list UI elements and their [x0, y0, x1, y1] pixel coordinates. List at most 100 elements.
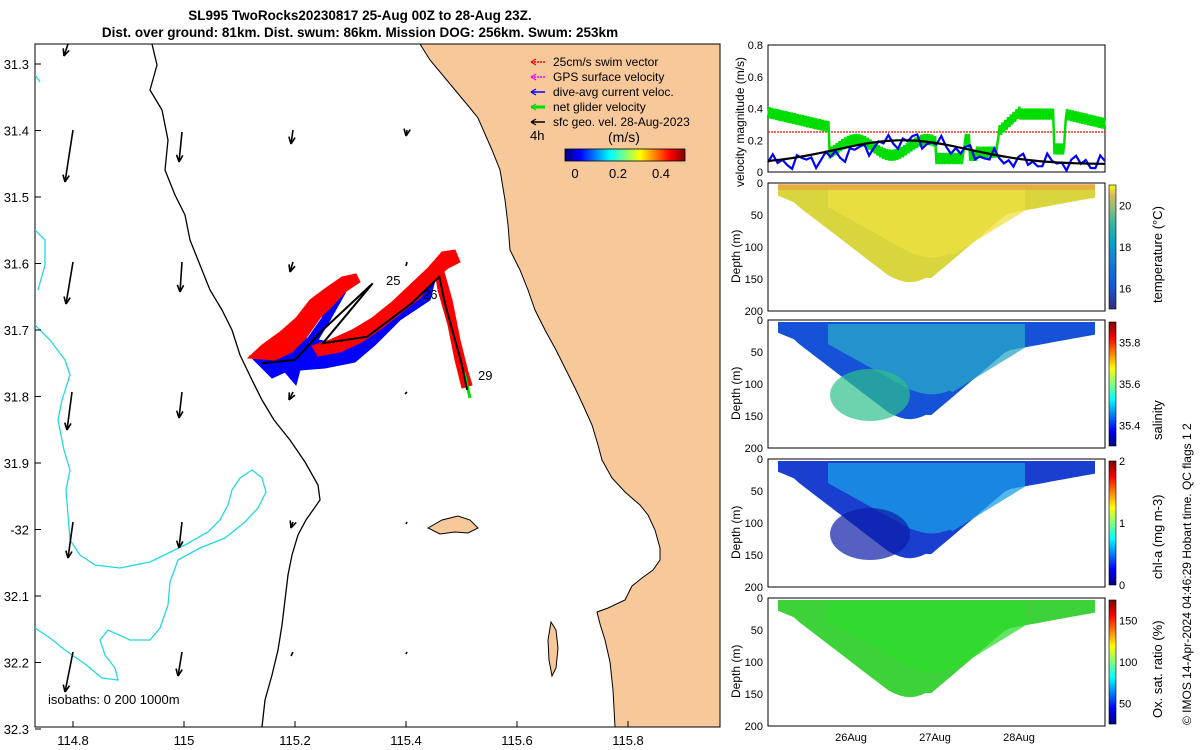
geo-arrow: [403, 128, 411, 137]
day-label-25: 25: [386, 273, 400, 288]
glider-track: [246, 249, 473, 399]
temperature-depth-tick-2: 100: [745, 242, 763, 254]
map-axes: 25 26 29 114.8 115 115.2 115.4 115.6 115.8 31…: [4, 43, 721, 748]
geo-arrow: [290, 651, 294, 657]
temperature-colorbar: [1108, 184, 1117, 310]
salinity-depth-tick-3: 150: [745, 411, 763, 423]
geo-arrow: [288, 261, 296, 273]
geo-arrow: [62, 129, 74, 183]
date-tick-2: 28Aug: [1003, 732, 1035, 744]
velocity-ylabel: velocity magnitude (m/s): [733, 57, 747, 187]
speed-cb-tick-2: 0.4: [652, 166, 670, 181]
chla-depth-tick-3: 150: [745, 550, 763, 562]
oxygen-colorbar: [1108, 599, 1117, 725]
geo-arrow: [176, 261, 185, 293]
geo-arrow: [175, 651, 183, 677]
geo-arrow: [64, 391, 73, 431]
chla-colorbar-label: chl-a (mg m-3): [1150, 494, 1165, 579]
oxygen-depth-tick-3: 150: [745, 689, 763, 701]
day-label-26: 26: [423, 287, 437, 302]
salinity-colorbar-label: salinity: [1150, 400, 1165, 440]
chla-colorbar: [1108, 460, 1117, 586]
time-step-label: 4h: [530, 128, 544, 143]
geo-arrow: [175, 391, 184, 419]
date-tick-0: 26Aug: [835, 732, 867, 744]
legend-item-3: net glider velocity: [530, 100, 646, 114]
oxygen-depth-tick-4: 200: [745, 721, 763, 733]
temperature-depth-tick-4: 200: [745, 306, 763, 318]
geo-arrow: [405, 521, 408, 525]
salinity-cb-tick-2: 35.8: [1119, 338, 1140, 350]
vel-ytick-1: 0.2: [748, 135, 763, 147]
temperature-depth-tick-0: 0: [757, 178, 763, 190]
oxygen-depth-tick-2: 100: [745, 657, 763, 669]
profile-panels: 0 0.2 0.4 0.6 0.8 velocity magnitude (m/s) 0…: [729, 40, 1165, 744]
oxygen-colorbar-label: Ox. sat. ratio (%): [1150, 620, 1165, 718]
sfc-geo-velocity-line: [767, 139, 1105, 165]
lat-tick-3: 31.6: [4, 257, 29, 272]
salinity-cb-tick-0: 35.4: [1119, 420, 1140, 432]
legend-label-1: GPS surface velocity: [553, 70, 664, 84]
salinity-colorbar: [1108, 321, 1117, 447]
oxygen-panel: 0 50 100 150 200 Depth (m) 50 100 150 Ox. sat. ra…: [729, 593, 1165, 733]
lat-tick-6: 31.9: [4, 456, 29, 471]
lat-tick-4: 31.7: [4, 323, 29, 338]
sfc-geo-velocity-arrows: [62, 44, 411, 693]
lat-tick-2: 31.5: [4, 190, 29, 205]
oxygen-cb-tick-2: 150: [1119, 616, 1137, 628]
lat-tick-8: 32.1: [4, 589, 29, 604]
isobath-200: [149, 44, 321, 727]
salinity-depth-tick-4: 200: [745, 443, 763, 455]
temperature-colorbar-label: temperature (°C): [1150, 206, 1165, 303]
geo-arrow: [405, 651, 408, 655]
vel-ytick-4: 0.8: [748, 40, 763, 52]
salinity-depth-tick-2: 100: [745, 379, 763, 391]
geo-arrow: [405, 261, 408, 267]
track-line: [261, 274, 469, 391]
chla-depth-tick-0: 0: [757, 454, 763, 466]
lon-tick-1: 115: [174, 733, 195, 748]
speed-cb-tick-0: 0: [571, 166, 578, 181]
oxygen-depth-label: Depth (m): [729, 645, 743, 698]
salinity-depth-tick-0: 0: [757, 315, 763, 327]
geo-arrow: [289, 520, 297, 529]
lat-tick-10: 32.3: [4, 722, 29, 737]
legend-label-0: 25cm/s swim vector: [553, 55, 658, 69]
geo-arrow: [288, 129, 296, 145]
lon-tick-3: 115.4: [390, 733, 422, 748]
rottnest-island: [426, 515, 479, 535]
salinity-feature: [830, 369, 910, 421]
salinity-section-core: [828, 324, 1025, 395]
chla-panel: 0 50 100 150 200 Depth (m) 0 1 2 chl-a (mg m-3): [729, 454, 1165, 594]
temperature-cb-tick-1: 18: [1119, 242, 1131, 254]
chla-feature: [830, 508, 910, 560]
vel-ytick-2: 0.4: [748, 104, 763, 116]
geo-arrow: [175, 131, 184, 163]
speed-colorbar: [564, 148, 686, 162]
salinity-depth-tick-1: 50: [751, 347, 763, 359]
chart-subtitle: Dist. over ground: 81km. Dist. swum: 86k…: [101, 25, 619, 40]
vel-ytick-0: 0: [757, 167, 763, 179]
salinity-panel: 0 50 100 150 200 Depth (m) 35.4 35.6 35.8 salinit…: [729, 315, 1165, 455]
lon-tick-0: 114.8: [57, 733, 89, 748]
credit-text: © IMOS 14-Apr-2024 04:46:29 Hobart time.…: [1180, 423, 1194, 725]
oxygen-cb-tick-0: 50: [1119, 698, 1131, 710]
colorbar-unit: (m/s): [608, 129, 640, 145]
lat-tick-7: -32: [10, 523, 29, 538]
geo-arrow: [404, 391, 408, 395]
legend-label-4: sfc geo. vel. 28-Aug-2023: [553, 115, 690, 129]
lat-tick-0: 31.3: [4, 57, 29, 72]
chla-cb-tick-2: 2: [1119, 456, 1125, 468]
oxygen-depth-tick-0: 0: [757, 593, 763, 605]
chla-depth-tick-1: 50: [751, 486, 763, 498]
temperature-cb-tick-0: 16: [1119, 283, 1131, 295]
temperature-surface: [778, 184, 1095, 190]
lon-tick-5: 115.8: [612, 733, 644, 748]
chart-title: SL995 TwoRocks20230817 25-Aug 00Z to 28-…: [188, 8, 532, 23]
temperature-depth-tick-3: 150: [745, 274, 763, 286]
vel-ytick-3: 0.6: [748, 72, 763, 84]
legend-label-2: dive-avg current veloc.: [553, 85, 674, 99]
salinity-cb-tick-1: 35.6: [1119, 379, 1140, 391]
lat-tick-1: 31.4: [4, 124, 29, 139]
chla-depth-tick-2: 100: [745, 518, 763, 530]
